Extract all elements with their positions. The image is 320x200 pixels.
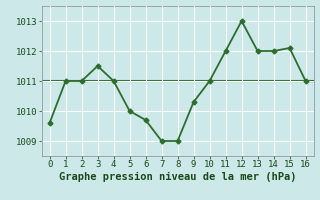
X-axis label: Graphe pression niveau de la mer (hPa): Graphe pression niveau de la mer (hPa) [59, 172, 296, 182]
